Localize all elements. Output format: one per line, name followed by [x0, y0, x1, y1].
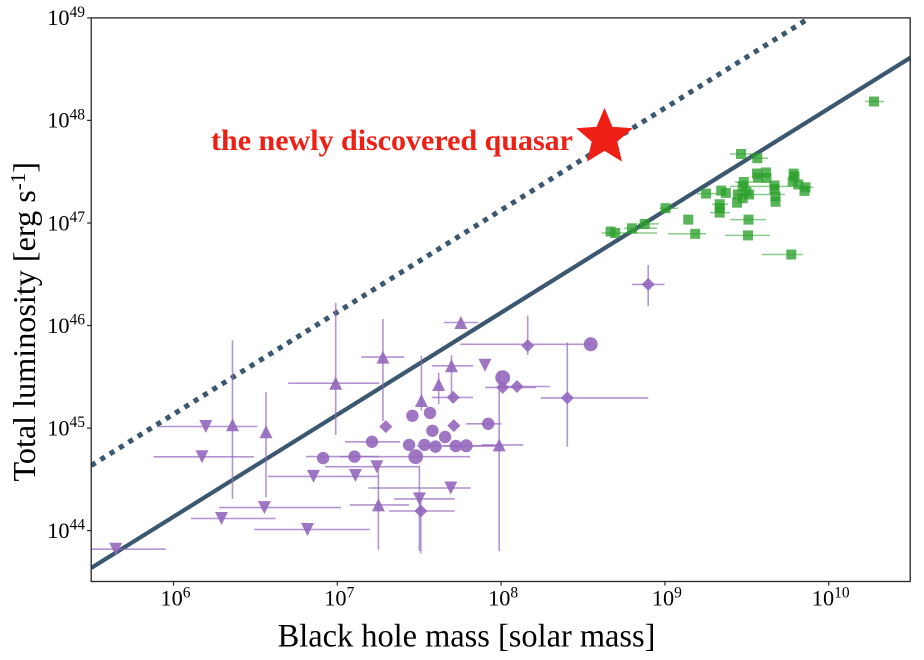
svg-text:the newly discovered quasar: the newly discovered quasar — [211, 124, 573, 157]
svg-text:Black hole mass [solar mass]: Black hole mass [solar mass] — [278, 619, 656, 655]
svg-text:107: 107 — [324, 585, 354, 611]
svg-text:1010: 1010 — [812, 585, 850, 611]
svg-text:Total luminosity [erg s-1]: Total luminosity [erg s-1] — [6, 162, 42, 482]
svg-text:1046: 1046 — [47, 312, 85, 338]
